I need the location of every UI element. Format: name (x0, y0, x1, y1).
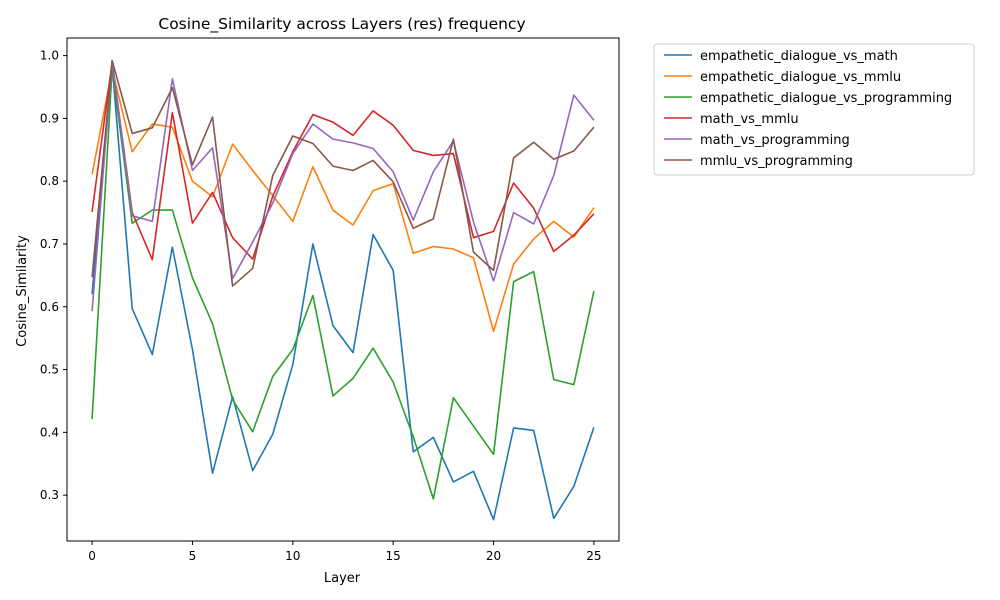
x-tick-label: 25 (586, 549, 601, 563)
chart-title: Cosine_Similarity across Layers (res) fr… (158, 15, 525, 34)
legend-label: math_vs_mmlu (700, 112, 799, 127)
plot-frame (66, 37, 620, 542)
legend-frame (653, 43, 975, 176)
x-axis: 0 5 10 15 20 25 (88, 541, 602, 563)
y-axis: 0.3 0.4 0.5 0.6 0.7 0.8 0.9 1.0 (40, 49, 67, 502)
y-tick-label: 0.6 (40, 300, 59, 314)
y-tick-label: 0.8 (40, 174, 59, 188)
y-tick-label: 0.4 (40, 425, 59, 439)
x-tick-label: 20 (486, 549, 501, 563)
x-tick-label: 5 (189, 549, 197, 563)
y-tick-label: 1.0 (40, 49, 59, 63)
series-line-math_vs_mmlu (91, 61, 595, 261)
x-axis-title: Layer (324, 571, 361, 586)
y-axis-title: Cosine_Similarity (15, 235, 30, 347)
series-line-empathetic_dialogue_vs_programming (91, 67, 595, 500)
legend-label: empathetic_dialogue_vs_mmlu (700, 70, 901, 85)
legend-label: math_vs_programming (700, 133, 850, 148)
y-tick-label: 0.7 (40, 237, 59, 251)
y-tick-label: 0.3 (40, 488, 59, 502)
series-layer (91, 59, 595, 521)
y-tick-label: 0.5 (40, 363, 59, 377)
legend-label: empathetic_dialogue_vs_math (700, 49, 898, 64)
series-line-empathetic_dialogue_vs_math (91, 64, 595, 521)
series-line-mmlu_vs_programming (91, 59, 595, 287)
x-tick-label: 15 (386, 549, 401, 563)
plot-area (66, 37, 620, 542)
legend-label: mmlu_vs_programming (700, 154, 853, 169)
series-line-math_vs_programming (91, 59, 595, 312)
series-line-empathetic_dialogue_vs_mmlu (91, 68, 595, 333)
y-tick-label: 0.9 (40, 111, 59, 125)
legend: empathetic_dialogue_vs_math empathetic_di… (653, 43, 975, 176)
legend-label: empathetic_dialogue_vs_programming (700, 91, 952, 106)
x-tick-label: 0 (88, 549, 96, 563)
x-tick-label: 10 (285, 549, 300, 563)
